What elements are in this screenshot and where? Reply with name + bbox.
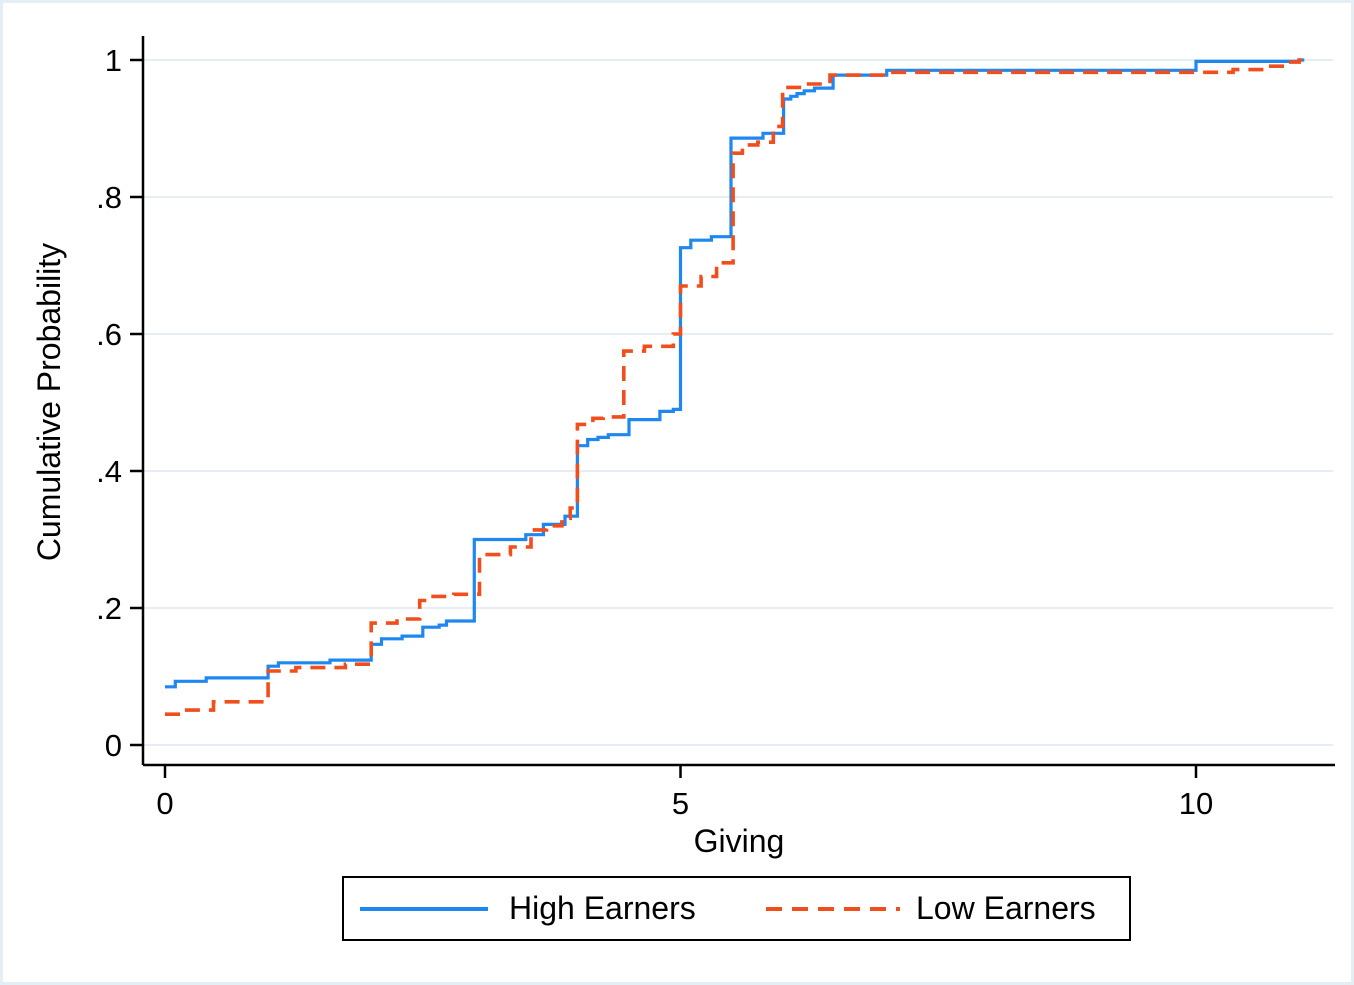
- x-tick-label: 10: [1179, 786, 1213, 821]
- y-axis-title: Cumulative Probability: [31, 243, 67, 561]
- x-axis-title: Giving: [694, 823, 785, 859]
- y-tick-label: 0: [105, 728, 122, 763]
- x-tick-label: 5: [672, 786, 689, 821]
- low-earners-legend-label: Low Earners: [916, 890, 1096, 926]
- low-earners-cdf-line: [165, 58, 1305, 716]
- y-tick-label: .6: [96, 317, 122, 352]
- y-tick-label: .4: [96, 454, 122, 489]
- legend: High Earners Low Earners: [342, 876, 1131, 941]
- y-tick-label: .8: [96, 180, 122, 215]
- high-earners-line-sample: [360, 907, 488, 911]
- high-earners-legend-label: High Earners: [509, 890, 696, 926]
- y-tick-label: .2: [96, 591, 122, 626]
- y-tick-label: 1: [105, 43, 122, 78]
- x-tick-label: 0: [156, 786, 173, 821]
- low-earners-line-sample: [766, 907, 900, 911]
